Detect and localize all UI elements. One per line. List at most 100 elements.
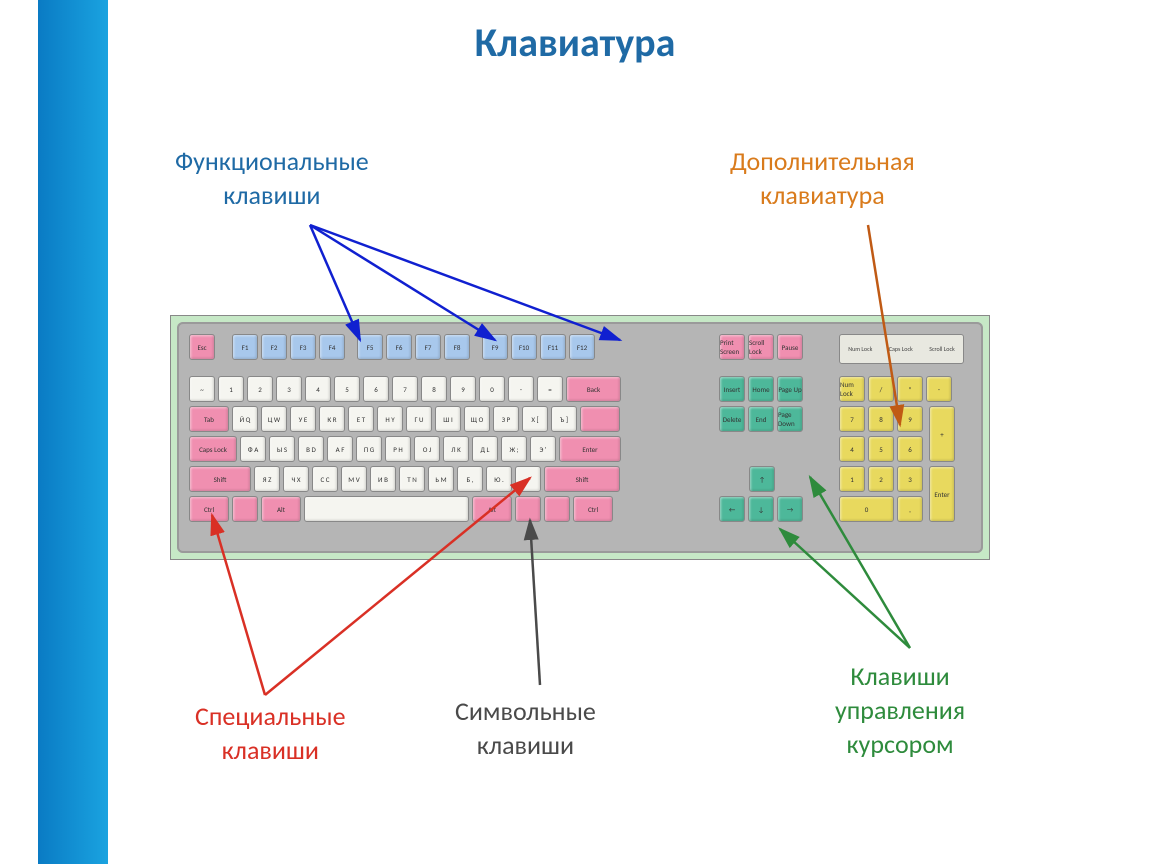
key: Е T	[348, 406, 374, 432]
keyboard-plate: Esc F1 F2 F3 F4 F5 F6 F7 F8 F9 F10 F11 F…	[177, 322, 983, 553]
key: 2	[247, 376, 273, 402]
row-num3: 1 2 3	[839, 466, 923, 492]
key-ctrl-l: Ctrl	[189, 496, 229, 522]
key: 8	[868, 406, 894, 432]
key: -	[926, 376, 952, 402]
key-space	[304, 496, 469, 522]
key: Ч X	[283, 466, 309, 492]
lock-panel: Num Lock Caps Lock Scroll Lock	[839, 334, 964, 364]
row-nav1: Insert Home Page Up	[719, 376, 803, 402]
row-bottom: Ctrl Alt Alt Ctrl	[189, 496, 613, 522]
key-pause: Pause	[777, 334, 803, 360]
row-function: Esc F1 F2 F3 F4 F5 F6 F7 F8 F9 F10 F11 F…	[189, 334, 595, 360]
row-num2: 4 5 6	[839, 436, 923, 462]
key-up: ↑	[749, 466, 775, 492]
key-numlk: Num Lock	[839, 376, 865, 402]
key: 9	[450, 376, 476, 402]
row-zxcv: Shift Я Z Ч X С C М V И B Т N Ь M Б , Ю …	[189, 466, 620, 492]
key: ,	[897, 496, 923, 522]
key-alt-r: Alt	[472, 496, 512, 522]
label-cursor: Клавиши управления курсором	[835, 660, 965, 761]
label-line: Клавиши	[850, 660, 949, 692]
key-f: F12	[569, 334, 595, 360]
key: 0	[839, 496, 894, 522]
left-sidebar-accent	[38, 0, 108, 864]
key: Н Y	[377, 406, 403, 432]
key: О J	[414, 436, 440, 462]
label-line: Функциональные	[175, 145, 369, 177]
key: *	[897, 376, 923, 402]
key-enter: Enter	[559, 436, 621, 462]
key-alt-l: Alt	[261, 496, 301, 522]
key: Й Q	[232, 406, 258, 432]
key: В D	[298, 436, 324, 462]
key-f: F7	[415, 334, 441, 360]
key: Ж ;	[501, 436, 527, 462]
label-line: клавиши	[223, 179, 320, 211]
label-line: курсором	[846, 728, 953, 760]
key: 7	[839, 406, 865, 432]
key: Р H	[385, 436, 411, 462]
key: М V	[341, 466, 367, 492]
key-ctrl-r: Ctrl	[573, 496, 613, 522]
key-end: End	[748, 406, 774, 432]
row-arrows: ← ↓ →	[719, 496, 803, 522]
key-f: F10	[511, 334, 537, 360]
key-shift-r: Shift	[544, 466, 620, 492]
keyboard-diagram: Esc F1 F2 F3 F4 F5 F6 F7 F8 F9 F10 F11 F…	[170, 315, 990, 560]
key-shift-l: Shift	[189, 466, 251, 492]
label-line: Символьные	[455, 695, 596, 727]
key: Ц W	[261, 406, 287, 432]
label-line: Специальные	[195, 700, 346, 732]
key-right: →	[777, 496, 803, 522]
key: У E	[290, 406, 316, 432]
key: 6	[363, 376, 389, 402]
key: И B	[370, 466, 396, 492]
key: 5	[334, 376, 360, 402]
key-ins: Insert	[719, 376, 745, 402]
key-f: F4	[319, 334, 345, 360]
key-f: F6	[386, 334, 412, 360]
key: Ь M	[428, 466, 454, 492]
key: Т N	[399, 466, 425, 492]
row-up: ↑	[749, 466, 775, 492]
key-num-enter: Enter	[929, 466, 955, 522]
key: 8	[421, 376, 447, 402]
key: Х [	[522, 406, 548, 432]
key: Ф A	[240, 436, 266, 462]
key: Л K	[443, 436, 469, 462]
key-f: F1	[232, 334, 258, 360]
label-line: клавиатура	[760, 179, 885, 211]
key: 6	[897, 436, 923, 462]
key: Г U	[406, 406, 432, 432]
key: 0	[479, 376, 505, 402]
lock-led: Num Lock	[848, 345, 872, 353]
key: Ю .	[486, 466, 512, 492]
key: К R	[319, 406, 345, 432]
key: 4	[305, 376, 331, 402]
key-win-r	[515, 496, 541, 522]
label-functional: Функциональные клавиши	[175, 145, 369, 213]
key-tab: Tab	[189, 406, 229, 432]
key: Я Z	[254, 466, 280, 492]
key-pgdn: Page Down	[777, 406, 803, 432]
key: 4	[839, 436, 865, 462]
key: Д L	[472, 436, 498, 462]
key-menu	[544, 496, 570, 522]
key: С C	[312, 466, 338, 492]
key-pgup: Page Up	[777, 376, 803, 402]
key: А F	[327, 436, 353, 462]
key-del: Delete	[719, 406, 745, 432]
key: Ъ ]	[551, 406, 577, 432]
row-qwerty: Tab Й Q Ц W У E К R Е T Н Y Г U Ш I Щ O …	[189, 406, 620, 432]
key-prtsc: Print Screen	[719, 334, 745, 360]
key-down: ↓	[748, 496, 774, 522]
lock-led: Caps Lock	[889, 345, 913, 353]
key-scrlk: Scroll Lock	[748, 334, 774, 360]
key-backspace: Back	[566, 376, 621, 402]
key: Ш I	[435, 406, 461, 432]
key: 3	[276, 376, 302, 402]
label-line: клавиши	[222, 734, 319, 766]
key-left: ←	[719, 496, 745, 522]
label-special: Специальные клавиши	[195, 700, 346, 768]
